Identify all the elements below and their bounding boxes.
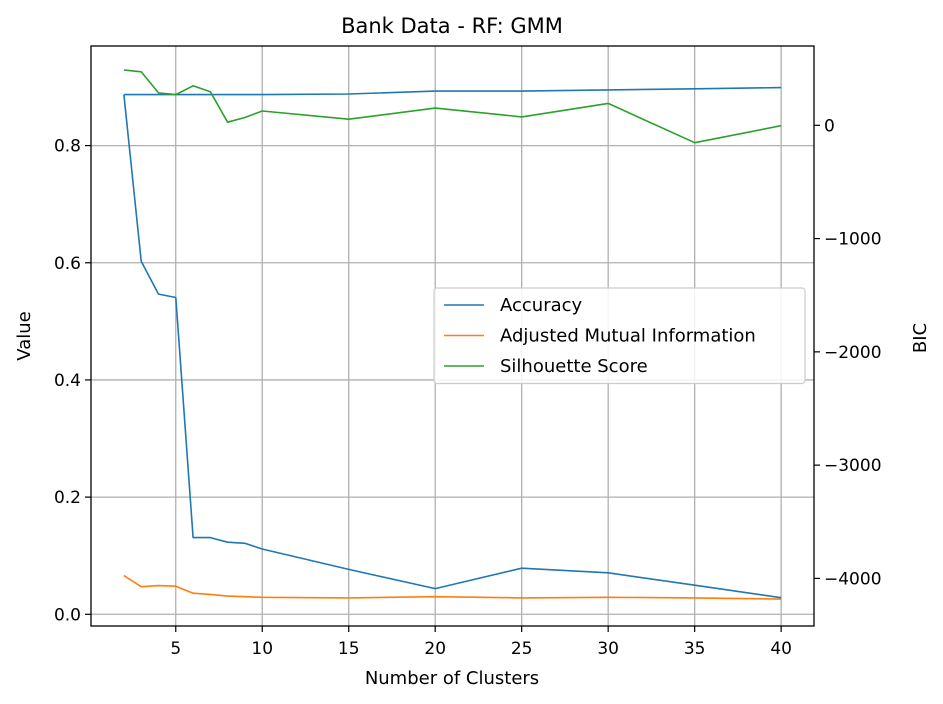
x-tick-label: 30	[597, 639, 619, 659]
series-line-accuracy	[123, 86, 782, 96]
y-tick-label: 0.0	[54, 605, 81, 625]
y2-tick-label: −3000	[824, 456, 882, 476]
x-tick-label: 20	[424, 639, 446, 659]
chart-title: Bank Data - RF: GMM	[341, 14, 563, 38]
legend-label-silhouette-score: Silhouette Score	[500, 356, 648, 377]
series-lines	[123, 69, 782, 600]
legend: Accuracy Adjusted Mutual Information Silho…	[433, 287, 806, 385]
x-tick-label: 40	[770, 639, 792, 659]
y2-tick-label: 0	[824, 116, 835, 136]
y-tick-label: 0.2	[54, 488, 81, 508]
y2-tick-label: −1000	[824, 230, 882, 250]
x-tick-label: 35	[684, 639, 706, 659]
series-line-bic	[123, 94, 782, 599]
y-tick-label: 0.4	[54, 371, 81, 391]
series-line-silhouette-score	[123, 69, 782, 144]
x-tick-label: 10	[251, 639, 273, 659]
y-tick-label: 0.8	[54, 137, 81, 157]
x-axis-title: Number of Clusters	[365, 668, 539, 689]
legend-label-accuracy: Accuracy	[500, 295, 583, 316]
legend-box	[433, 287, 806, 385]
x-tick-label: 5	[170, 639, 181, 659]
ticks: 5 10 15 20 25 30 35 40 0.0 0.2 0.4 0.6 0.8 0 −1000 −200…	[54, 116, 882, 659]
x-tick-label: 25	[511, 639, 533, 659]
series-line-adjusted-mutual-information	[123, 574, 782, 600]
plot-frame	[90, 45, 815, 627]
legend-label-adjusted-mutual-information: Adjusted Mutual Information	[500, 326, 756, 347]
y2-axis-title: BIC	[910, 323, 931, 353]
y-axis-title: Value	[14, 311, 35, 360]
y2-tick-label: −2000	[824, 343, 882, 363]
y2-tick-label: −4000	[824, 569, 882, 589]
y-tick-label: 0.6	[54, 254, 81, 274]
x-tick-label: 15	[338, 639, 360, 659]
